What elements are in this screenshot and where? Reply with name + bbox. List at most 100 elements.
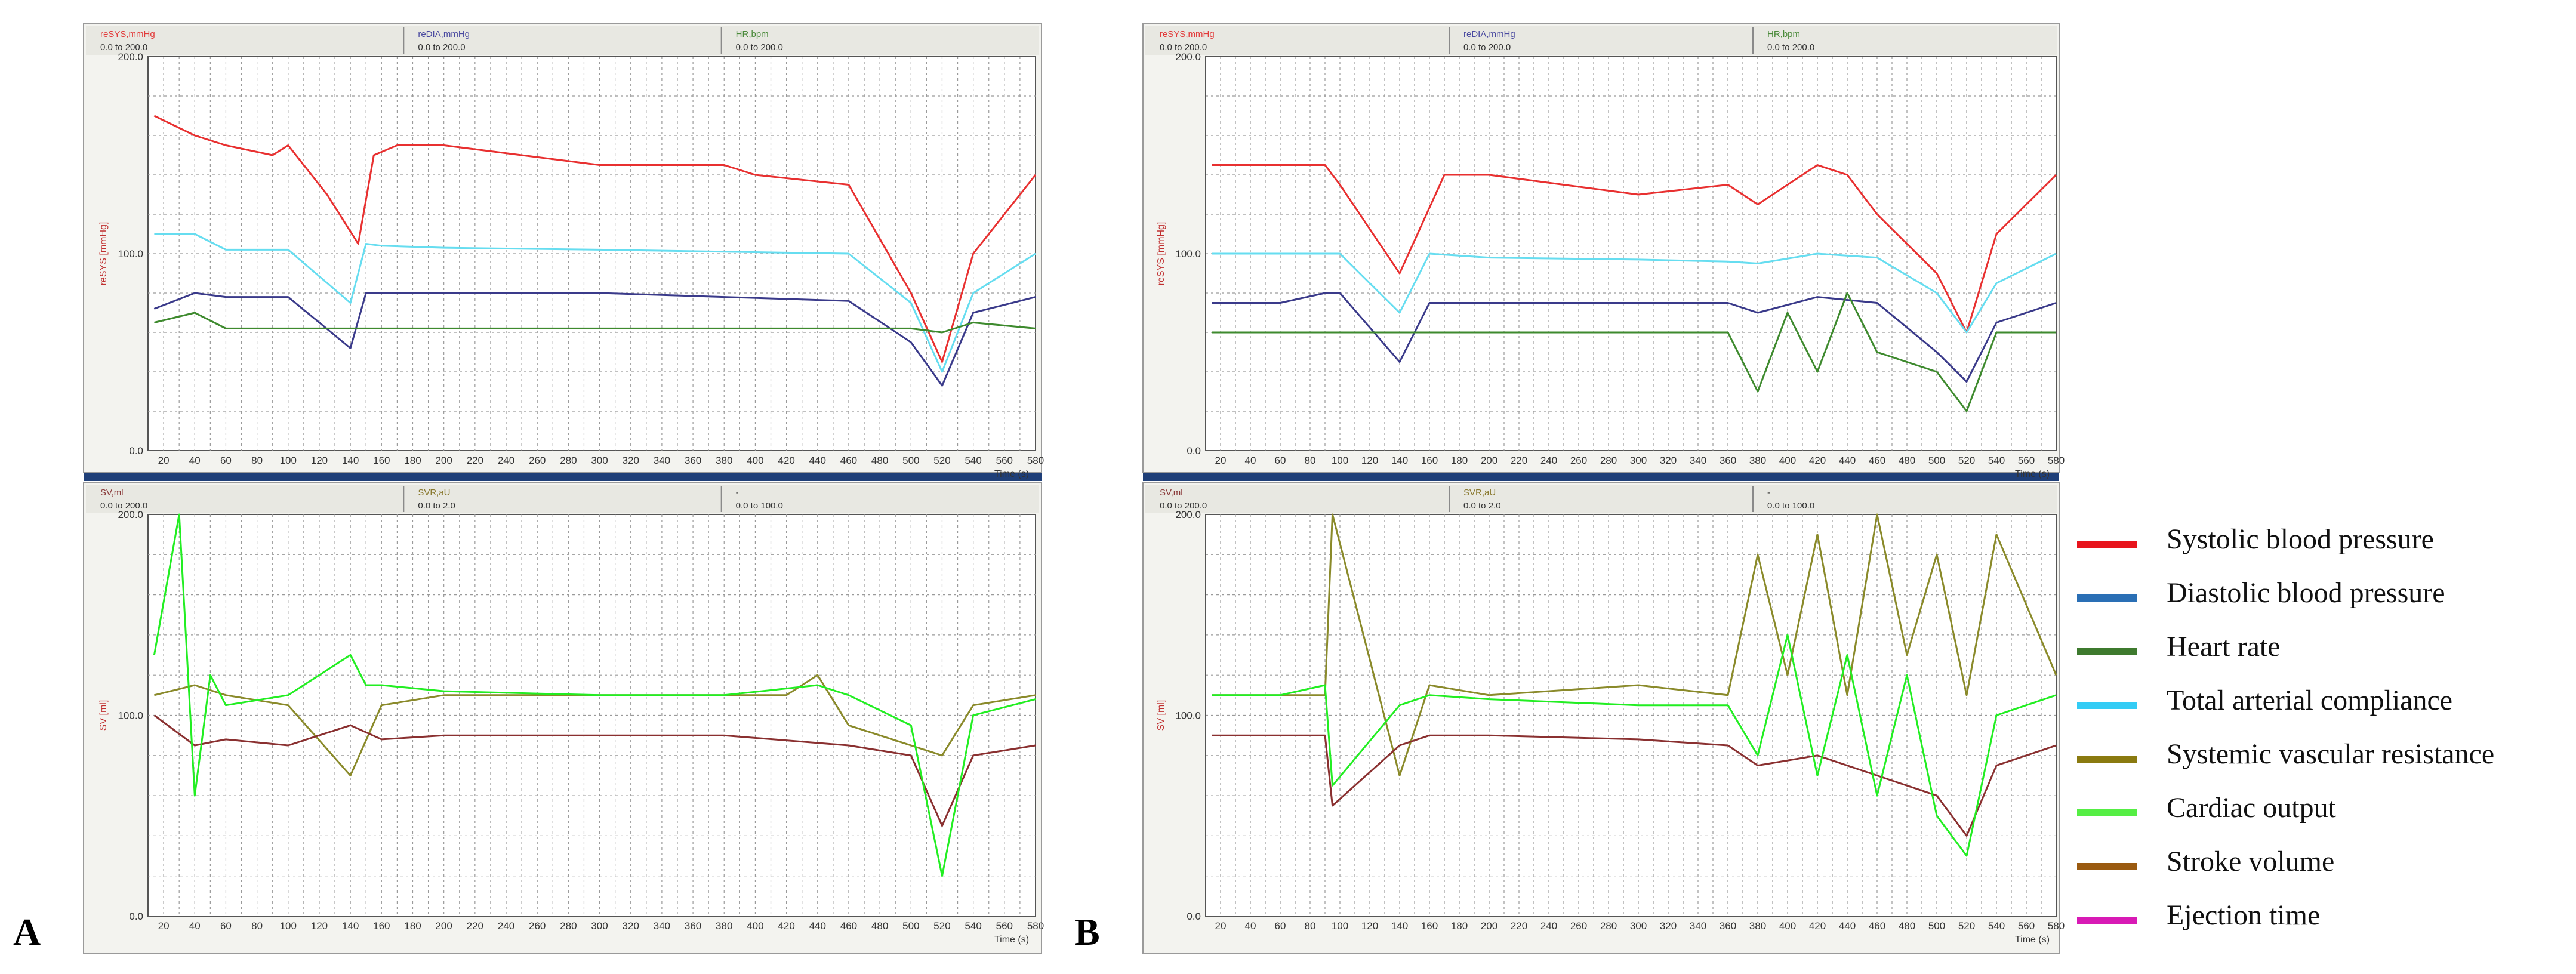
x-tick-label: 580 [1027, 455, 1044, 466]
y-tick-label: 0.0 [129, 911, 143, 922]
x-tick-label: 460 [1869, 920, 1885, 932]
x-tick-label: 120 [1361, 455, 1378, 466]
x-tick-label: 160 [373, 920, 390, 932]
x-tick-label: 100 [1332, 455, 1348, 466]
x-tick-label: 540 [1988, 920, 2005, 932]
x-tick-label: 520 [933, 455, 950, 466]
x-tick-label: 380 [1749, 920, 1766, 932]
x-tick-label: 200 [435, 920, 452, 932]
x-tick-label: 320 [1660, 920, 1677, 932]
x-tick-label: 80 [251, 455, 263, 466]
x-tick-label: 460 [1869, 455, 1885, 466]
x-tick-label: 140 [1391, 920, 1408, 932]
panel-label-a: A [13, 911, 41, 953]
legend-label: Total arterial compliance [2167, 685, 2453, 716]
x-tick-label: 400 [747, 920, 763, 932]
x-tick-label: 480 [871, 920, 888, 932]
x-tick-label: 100 [280, 920, 297, 932]
y-tick-label: 200.0 [118, 51, 143, 63]
series-line-total-arterial-compliance [154, 233, 1036, 373]
x-tick-label: 280 [1600, 920, 1617, 932]
chart-b-top: reSYS,mmHg 0.0 to 200.0 reDIA,mmHg 0.0 to 2… [1142, 23, 2065, 479]
x-tick-label: 260 [1570, 920, 1587, 932]
series-line-heart-rate [1212, 292, 2056, 412]
x-tick-label: 20 [158, 920, 170, 932]
legend-item: Diastolic blood pressure [2077, 573, 2566, 627]
x-tick-label: 280 [1600, 455, 1617, 466]
x-axis-label: Time (s) [994, 935, 1029, 945]
legend-swatch [2077, 756, 2137, 763]
x-tick-label: 220 [1511, 920, 1527, 932]
x-tick-label: 480 [1899, 455, 1915, 466]
x-tick-label: 260 [529, 455, 546, 466]
x-tick-label: 80 [1305, 455, 1316, 466]
header-series-name: HR,bpm [1767, 29, 1800, 39]
header-series-name: HR,bpm [736, 29, 769, 39]
x-axis-label: Time (s) [994, 469, 1029, 479]
x-tick-label: 580 [2048, 455, 2065, 466]
panel-separator [84, 473, 1042, 481]
x-tick-label: 20 [1215, 455, 1227, 466]
x-tick-label: 480 [1899, 920, 1915, 932]
series-line-heart-rate [154, 312, 1036, 334]
x-tick-label: 280 [560, 920, 577, 932]
y-tick-label: 0.0 [1187, 445, 1201, 457]
chart-header [86, 485, 1039, 513]
x-tick-label: 200 [435, 455, 452, 466]
series-line-systolic-blood-pressure [153, 115, 1037, 363]
x-tick-label: 560 [2018, 920, 2035, 932]
x-tick-label: 320 [1660, 455, 1677, 466]
x-tick-label: 160 [1421, 455, 1438, 466]
header-range: 0.0 to 200.0 [1160, 501, 1207, 511]
legend-label: Systolic blood pressure [2167, 523, 2434, 555]
x-tick-label: 440 [809, 920, 826, 932]
x-tick-label: 300 [591, 455, 608, 466]
x-tick-label: 40 [189, 455, 201, 466]
x-tick-label: 180 [1451, 920, 1468, 932]
x-tick-label: 380 [1749, 455, 1766, 466]
x-axis-label: Time (s) [2015, 469, 2050, 479]
header-series-name: - [736, 488, 739, 498]
x-tick-label: 260 [1570, 455, 1587, 466]
y-tick-label: 100.0 [1175, 710, 1201, 722]
x-tick-label: 60 [220, 455, 232, 466]
legend-item: Systolic blood pressure [2077, 519, 2566, 573]
legend-swatch [2077, 648, 2137, 655]
x-tick-label: 360 [685, 455, 701, 466]
x-tick-label: 200 [1481, 920, 1497, 932]
x-tick-label: 60 [1275, 455, 1286, 466]
header-series-name: reDIA,mmHg [1463, 29, 1515, 39]
x-tick-label: 340 [654, 920, 670, 932]
x-tick-label: 240 [498, 920, 514, 932]
x-tick-label: 40 [1245, 920, 1256, 932]
series-line-cardiac-output [1212, 634, 2057, 857]
header-series-name: reDIA,mmHg [418, 29, 470, 39]
x-tick-label: 420 [1809, 455, 1826, 466]
x-tick-label: 60 [220, 920, 232, 932]
y-axis-label: SV [ml] [1156, 700, 1166, 731]
x-tick-label: 400 [747, 455, 763, 466]
x-tick-label: 120 [1361, 920, 1378, 932]
x-tick-label: 300 [591, 920, 608, 932]
x-tick-label: 300 [1630, 920, 1647, 932]
x-tick-label: 400 [1779, 920, 1796, 932]
legend-label: Stroke volume [2167, 846, 2335, 877]
x-tick-label: 520 [933, 920, 950, 932]
series-line-systemic-vascular-resistance [1212, 513, 2057, 776]
header-range: 0.0 to 200.0 [418, 42, 465, 53]
header-range: 0.0 to 200.0 [736, 42, 783, 53]
legend-item: Stroke volume [2077, 842, 2566, 895]
y-tick-label: 100.0 [118, 710, 143, 722]
y-tick-label: 200.0 [1175, 51, 1201, 63]
header-series-name: reSYS,mmHg [1160, 29, 1215, 39]
header-series-name: SVR,aU [1463, 488, 1496, 498]
legend-item: Ejection time [2077, 895, 2566, 949]
x-tick-label: 340 [1690, 920, 1706, 932]
series-line-cardiac-output [153, 513, 1036, 877]
series-line-total-arterial-compliance [1212, 252, 2057, 334]
legend-swatch [2077, 809, 2137, 816]
y-tick-label: 200.0 [1175, 509, 1201, 520]
x-tick-label: 560 [996, 920, 1013, 932]
header-series-name: reSYS,mmHg [100, 29, 155, 39]
x-tick-label: 180 [404, 455, 421, 466]
